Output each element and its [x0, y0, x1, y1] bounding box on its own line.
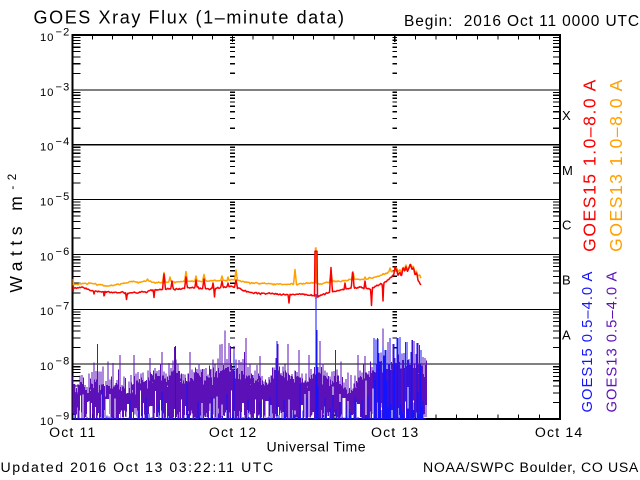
svg-text:Oct 13: Oct 13: [371, 424, 419, 440]
svg-text:GOES15 0.5–4.0 A: GOES15 0.5–4.0 A: [580, 271, 596, 413]
svg-text:Updated 2016 Oct 13 03:22:11 U: Updated 2016 Oct 13 03:22:11 UTC: [1, 459, 275, 475]
svg-text:10: 10: [40, 251, 54, 263]
svg-text:A: A: [562, 327, 571, 342]
svg-text:−6: −6: [56, 246, 71, 258]
svg-text:Universal Time: Universal Time: [267, 438, 367, 454]
svg-text:Begin: 2016 Oct 11 0000 UTC: Begin: 2016 Oct 11 0000 UTC: [404, 13, 640, 30]
svg-text:−8: −8: [56, 356, 71, 368]
svg-text:GOES15 1.0–8.0 A: GOES15 1.0–8.0 A: [580, 78, 600, 252]
svg-text:Oct 11: Oct 11: [49, 424, 96, 440]
svg-text:10: 10: [40, 361, 54, 373]
svg-text:−3: −3: [56, 81, 71, 93]
svg-text:Oct 14: Oct 14: [535, 424, 583, 440]
svg-text:Watts m-2: Watts m-2: [6, 168, 26, 292]
svg-text:−7: −7: [56, 301, 71, 313]
svg-text:GOES13 1.0–8.0 A: GOES13 1.0–8.0 A: [606, 78, 626, 252]
svg-text:−5: −5: [56, 191, 71, 203]
svg-text:10: 10: [40, 306, 54, 318]
svg-text:GOES Xray Flux (1–minute data): GOES Xray Flux (1–minute data): [34, 8, 346, 28]
svg-text:−9: −9: [56, 410, 71, 422]
svg-text:Oct 12: Oct 12: [209, 424, 257, 440]
svg-text:B: B: [562, 273, 571, 288]
svg-text:−2: −2: [56, 26, 71, 38]
svg-text:GOES13 0.5–4.0 A: GOES13 0.5–4.0 A: [604, 271, 620, 413]
svg-text:10: 10: [40, 87, 54, 99]
svg-text:M: M: [562, 163, 573, 178]
svg-text:C: C: [562, 218, 571, 233]
svg-text:NOAA/SWPC Boulder, CO USA: NOAA/SWPC Boulder, CO USA: [423, 459, 639, 475]
svg-text:10: 10: [40, 196, 54, 208]
svg-text:−4: −4: [56, 136, 71, 148]
svg-text:10: 10: [40, 142, 54, 154]
svg-text:X: X: [562, 108, 571, 123]
svg-text:10: 10: [40, 32, 54, 44]
svg-text:10: 10: [40, 416, 54, 428]
